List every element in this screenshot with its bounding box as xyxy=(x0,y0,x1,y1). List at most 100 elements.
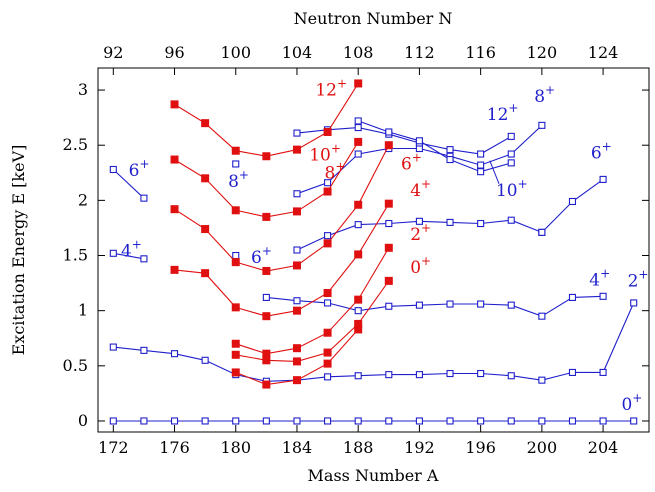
x2-tick-label: 112 xyxy=(404,43,435,62)
state-label: 6+ xyxy=(401,150,422,174)
x-tick-label: 180 xyxy=(220,438,251,457)
data-point xyxy=(109,249,117,257)
state-label: 4+ xyxy=(121,238,142,262)
state-label-spin: 8 xyxy=(228,172,239,192)
data-point xyxy=(231,339,240,348)
data-point xyxy=(109,343,117,351)
data-point xyxy=(231,206,240,215)
data-point xyxy=(323,359,332,368)
plot-frame xyxy=(97,67,650,433)
data-point xyxy=(262,266,271,275)
y-tick-label: 1.5 xyxy=(63,246,88,265)
state-label-parity: + xyxy=(638,267,648,281)
data-point xyxy=(292,344,301,353)
series-11 xyxy=(232,160,240,168)
data-point xyxy=(568,368,577,376)
x-tick-label: 176 xyxy=(159,438,190,457)
data-point xyxy=(324,373,332,381)
data-point xyxy=(354,117,362,125)
state-label: 4+ xyxy=(589,266,610,290)
series-line xyxy=(174,144,390,272)
series-6 xyxy=(109,165,148,202)
state-label-parity: + xyxy=(518,177,528,191)
data-point xyxy=(599,175,607,183)
series-1 xyxy=(109,299,638,385)
data-point xyxy=(385,128,393,136)
data-point xyxy=(385,302,393,310)
data-point xyxy=(170,265,179,274)
data-point xyxy=(323,127,332,136)
x2-tick-label: 92 xyxy=(103,43,123,62)
data-point xyxy=(292,306,301,315)
data-point xyxy=(323,328,332,337)
series-line xyxy=(358,120,512,173)
state-label: 8+ xyxy=(228,168,249,192)
state-label: 12+ xyxy=(487,101,519,125)
data-point xyxy=(323,289,332,298)
data-point xyxy=(446,146,454,154)
data-point xyxy=(354,307,362,315)
x-tick-label: 204 xyxy=(588,438,619,457)
data-point xyxy=(292,376,301,385)
data-point xyxy=(477,219,485,228)
state-label-parity: + xyxy=(421,221,431,235)
data-point xyxy=(354,124,362,132)
data-point xyxy=(415,371,423,379)
data-point xyxy=(477,168,485,176)
data-point xyxy=(231,258,240,267)
data-point xyxy=(538,312,546,320)
data-point xyxy=(262,356,271,365)
data-point xyxy=(354,417,362,425)
state-label-spin: 8 xyxy=(325,163,336,183)
series-12 xyxy=(231,325,363,389)
state-label-spin: 8 xyxy=(534,87,545,107)
data-point xyxy=(109,417,117,425)
series-line xyxy=(174,203,390,317)
state-label-parity: + xyxy=(139,157,149,171)
state-label-spin: 2 xyxy=(628,271,639,291)
series-18 xyxy=(170,79,363,161)
state-label-parity: + xyxy=(335,159,345,173)
data-point xyxy=(354,79,363,88)
data-point xyxy=(140,255,148,263)
state-label-spin: 4 xyxy=(589,270,600,290)
state-label-spin: 0 xyxy=(621,395,632,415)
state-label-spin: 6 xyxy=(129,161,140,181)
data-point xyxy=(507,150,515,158)
annotation-layer: 0+2+4+4+6+6+6+8+8+10+12+0+2+4+6+8+10+12+ xyxy=(121,77,649,415)
data-point xyxy=(262,212,271,221)
data-point xyxy=(293,190,301,198)
x-tick-label: 172 xyxy=(98,438,129,457)
series-0 xyxy=(109,417,638,425)
state-label: 12+ xyxy=(315,77,347,101)
state-label-spin: 6 xyxy=(251,248,262,268)
data-point xyxy=(324,417,332,425)
y-tick-label: 2 xyxy=(78,190,88,209)
data-point xyxy=(140,194,148,202)
data-point xyxy=(507,216,515,224)
data-point xyxy=(507,372,515,380)
data-point xyxy=(201,174,210,183)
data-point xyxy=(477,161,485,169)
data-point xyxy=(293,129,301,137)
data-point xyxy=(354,250,363,259)
state-label-parity: + xyxy=(602,139,612,153)
data-point xyxy=(354,200,363,209)
data-point xyxy=(384,243,393,252)
data-point xyxy=(170,350,179,358)
state-label-parity: + xyxy=(337,77,347,91)
data-point xyxy=(385,417,393,425)
y-tick-label: 0.5 xyxy=(63,356,88,375)
data-point xyxy=(446,218,454,226)
data-point xyxy=(292,261,301,270)
series-10 xyxy=(232,251,240,260)
data-point xyxy=(201,269,210,278)
x2-tick-label: 100 xyxy=(220,43,251,62)
x-tick-label: 188 xyxy=(343,438,374,457)
series-line xyxy=(296,127,512,155)
data-point xyxy=(446,369,454,378)
data-point xyxy=(324,179,332,187)
state-label-spin: 10 xyxy=(309,146,331,166)
state-label: 0+ xyxy=(410,254,431,278)
